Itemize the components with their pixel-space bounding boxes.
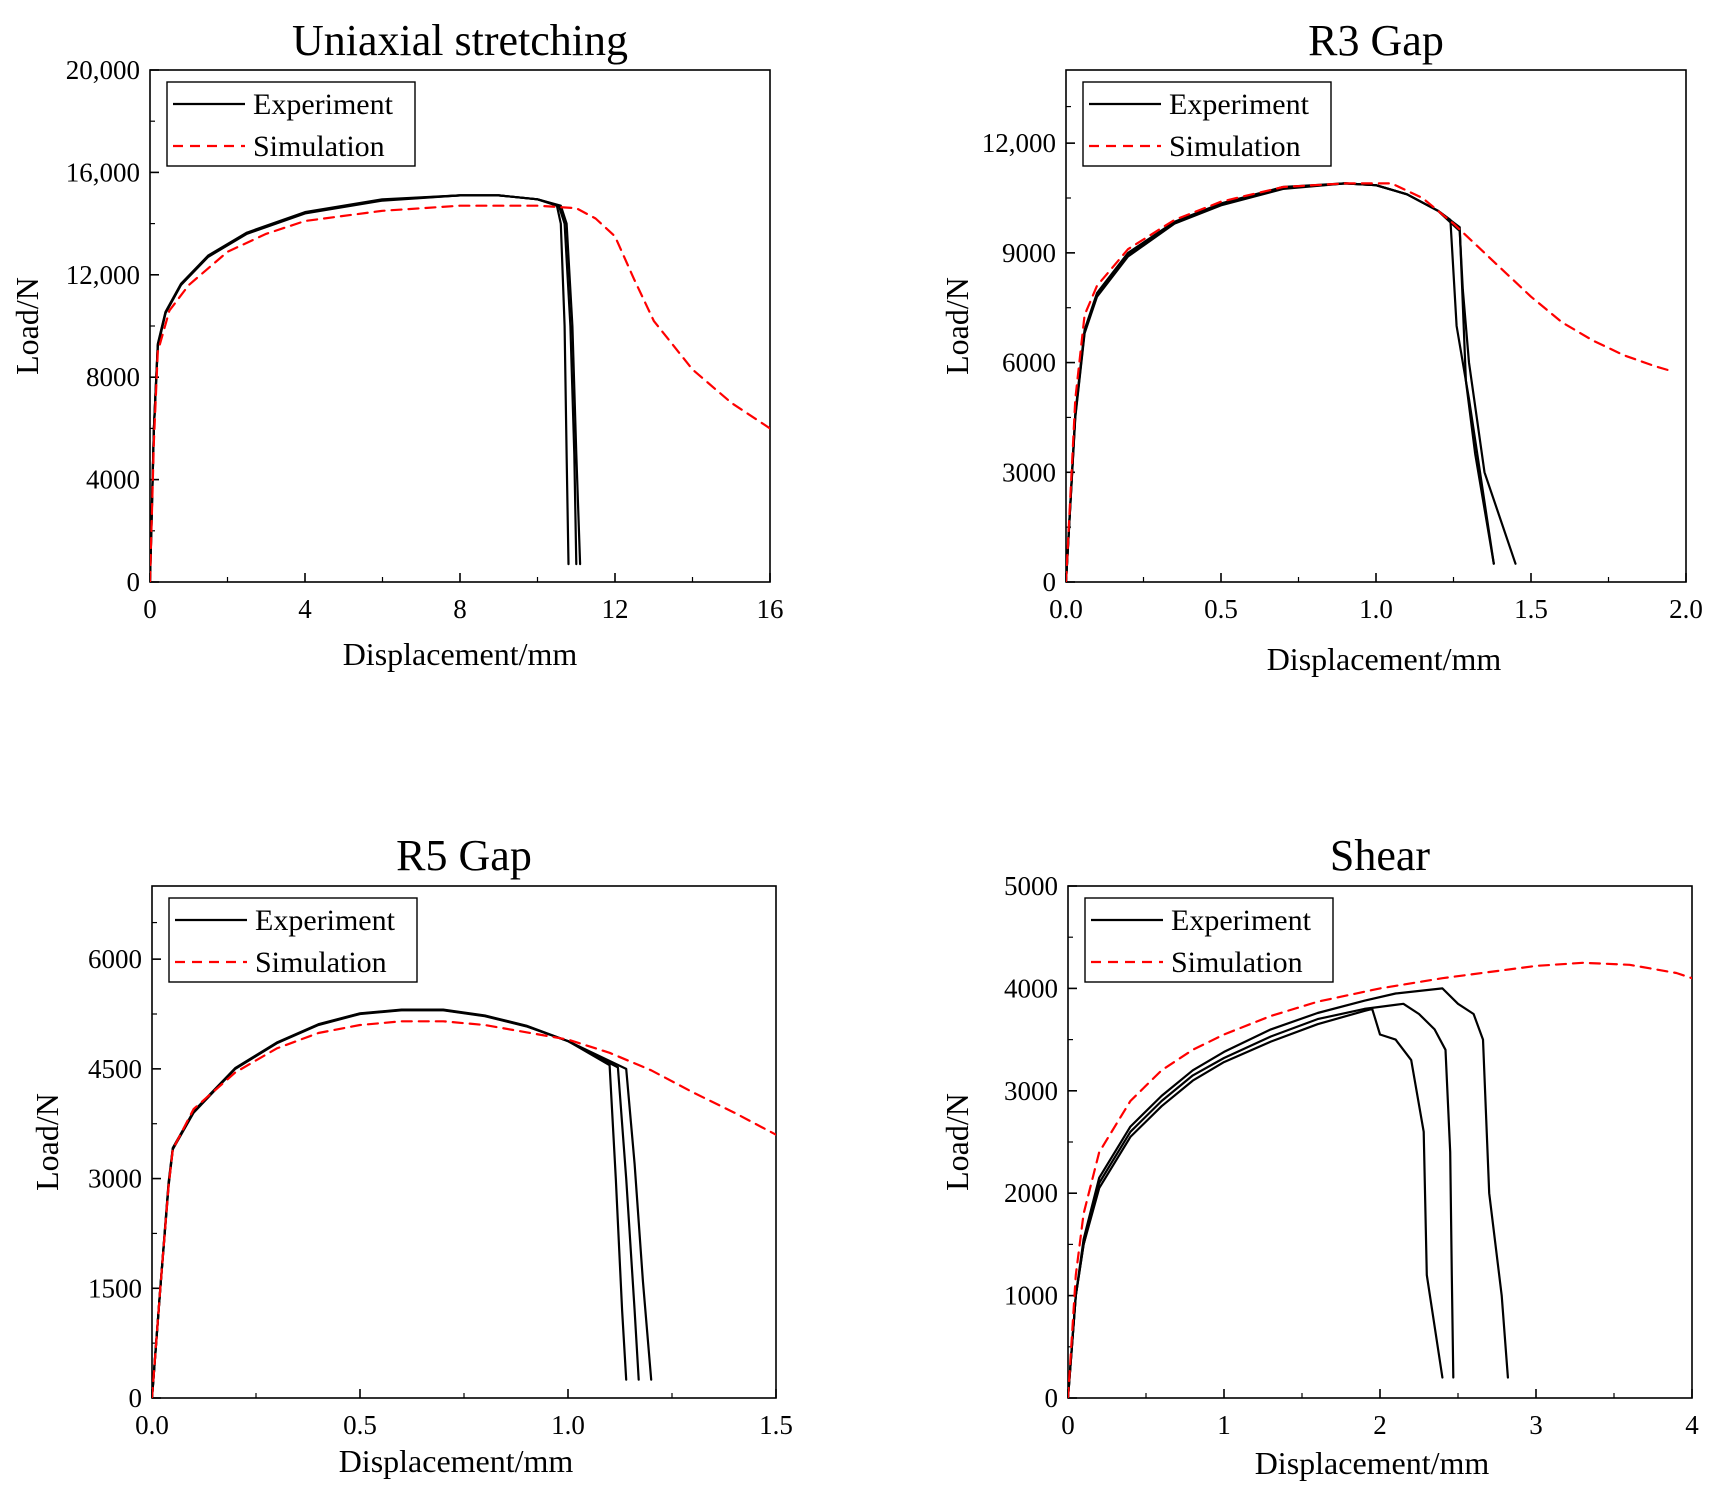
panel-r3-gap: R3 Gap 0.0 0.5 1.0 1.5 2.0 0 3000 6000 9000 12,00… (939, 16, 1703, 677)
experiment-line-3 (150, 194, 582, 582)
experiment-line-2 (1068, 1002, 1455, 1398)
plot-area: 0.0 0.5 1.0 1.5 0 1500 3000 4500 6000 Experiment S… (88, 885, 793, 1440)
legend-label-simulation: Simulation (255, 946, 387, 979)
legend-box (166, 81, 416, 167)
plot-area: 0 4 8 12 16 0 4000 8000 12,000 16,000 20,000 Experi… (66, 55, 784, 624)
simulation-line (152, 1020, 776, 1398)
experiment-line-1 (1068, 1007, 1444, 1398)
y-tick-label: 4000 (86, 465, 140, 495)
plot-area: 0.0 0.5 1.0 1.5 2.0 0 3000 6000 9000 12,000 Experi… (982, 69, 1703, 624)
y-axis-label: Load/N (9, 277, 45, 375)
y-tick-label: 6000 (88, 944, 142, 974)
legend-box (168, 897, 418, 983)
x-tick-label: 1.0 (1359, 594, 1393, 624)
legend-label-simulation: Simulation (1171, 946, 1303, 979)
y-tick-label: 6000 (1002, 348, 1056, 378)
x-tick-label: 8 (453, 594, 467, 624)
y-tick-label: 8000 (86, 362, 140, 392)
x-tick-label: 12 (602, 594, 629, 624)
x-tick-label: 3 (1529, 1410, 1543, 1440)
y-tick-label: 0 (1045, 1383, 1059, 1413)
x-tick-label: 4 (1685, 1410, 1699, 1440)
x-tick-label: 0 (1061, 1410, 1075, 1440)
panel-r5-gap: R5 Gap 0.0 0.5 1.0 1.5 0 1500 3000 4500 6000 Expe… (29, 831, 793, 1479)
y-tick-label: 20,000 (66, 55, 140, 85)
y-tick-label: 9000 (1002, 238, 1056, 268)
y-tick-label: 16,000 (66, 157, 140, 187)
y-tick-label: 1000 (1004, 1281, 1058, 1311)
x-tick-label: 0.0 (135, 1410, 169, 1440)
legend-label-simulation: Simulation (1169, 130, 1301, 163)
chart-title: Uniaxial stretching (292, 16, 628, 65)
x-tick-label: 0 (143, 594, 157, 624)
y-tick-label: 3000 (1004, 1076, 1058, 1106)
x-tick-label: 1.5 (759, 1410, 793, 1440)
chart-title: R5 Gap (396, 831, 532, 880)
y-axis-label: Load/N (29, 1093, 65, 1191)
x-axis-label: Displacement/mm (1267, 641, 1502, 677)
y-tick-label: 4000 (1004, 973, 1058, 1003)
x-tick-label: 2 (1373, 1410, 1387, 1440)
y-tick-label: 4500 (88, 1054, 142, 1084)
plot-area: 0 1 2 3 4 0 1000 2000 3000 4000 5000 Experiment Simu… (1004, 871, 1699, 1440)
x-tick-label: 4 (298, 594, 312, 624)
simulation-line (1068, 961, 1692, 1398)
legend-label-simulation: Simulation (253, 130, 385, 163)
x-tick-label: 16 (757, 594, 784, 624)
legend-box (1082, 81, 1332, 167)
x-axis-label: Displacement/mm (339, 1443, 574, 1479)
experiment-line-3 (1068, 987, 1509, 1398)
y-tick-label: 12,000 (66, 260, 140, 290)
chart-title: Shear (1330, 831, 1431, 880)
experiment-line-1 (1066, 182, 1495, 582)
experiment-line-1 (152, 1009, 628, 1398)
simulation-line (150, 204, 770, 582)
x-axis-label: Displacement/mm (343, 636, 578, 672)
x-tick-label: 2.0 (1669, 594, 1703, 624)
y-axis-label: Load/N (939, 1093, 975, 1191)
legend-label-experiment: Experiment (255, 904, 396, 937)
y-tick-label: 0 (129, 1383, 143, 1413)
x-tick-label: 1.5 (1514, 594, 1548, 624)
y-tick-label: 0 (127, 567, 141, 597)
x-tick-label: 0.5 (343, 1410, 377, 1440)
y-axis-label: Load/N (939, 277, 975, 375)
experiment-line-3 (1066, 182, 1495, 582)
y-tick-label: 1500 (88, 1273, 142, 1303)
experiment-line-3 (152, 1008, 653, 1398)
y-tick-label: 3000 (1002, 457, 1056, 487)
x-tick-label: 0.0 (1049, 594, 1083, 624)
x-tick-label: 0.5 (1204, 594, 1238, 624)
experiment-line-2 (1066, 182, 1517, 582)
x-tick-label: 1 (1217, 1410, 1231, 1440)
panel-uniaxial: Uniaxial stretching 0 4 8 12 16 0 4000 8000 12,0… (9, 16, 784, 672)
y-tick-label: 5000 (1004, 871, 1058, 901)
experiment-line-2 (152, 1008, 640, 1398)
chart-title: R3 Gap (1308, 16, 1444, 65)
simulation-line (1066, 182, 1675, 582)
x-tick-label: 1.0 (551, 1410, 585, 1440)
y-tick-label: 0 (1043, 567, 1057, 597)
y-tick-label: 12,000 (982, 128, 1056, 158)
y-tick-label: 3000 (88, 1164, 142, 1194)
panel-shear: Shear 0 1 2 3 4 0 1000 2000 3000 4000 5000 Experime… (939, 831, 1699, 1481)
x-axis-label: Displacement/mm (1255, 1445, 1490, 1481)
legend-box (1084, 897, 1334, 983)
legend-label-experiment: Experiment (1171, 904, 1312, 937)
legend-label-experiment: Experiment (1169, 88, 1310, 121)
legend-label-experiment: Experiment (253, 88, 394, 121)
y-tick-label: 2000 (1004, 1178, 1058, 1208)
